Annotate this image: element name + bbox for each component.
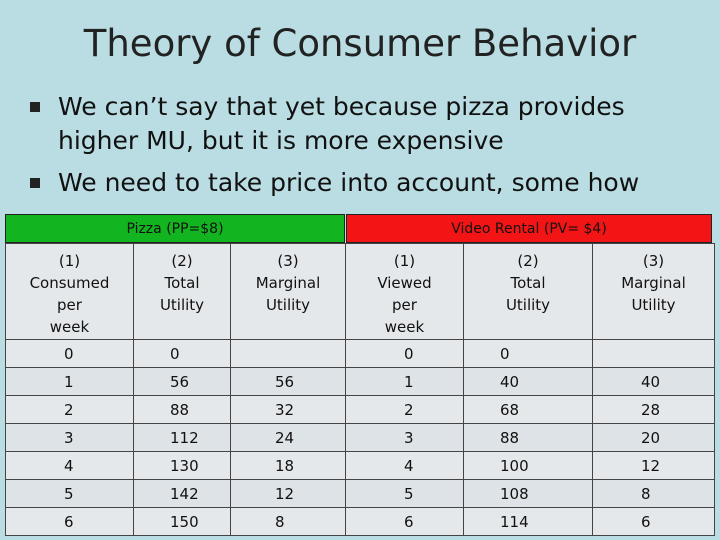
table-cell: 0 (133, 339, 231, 368)
table-cell (592, 339, 715, 368)
table-cell: 6 (345, 507, 464, 536)
table-cell: 0 (5, 339, 134, 368)
table-cell: 8 (592, 479, 715, 508)
square-bullet-icon (30, 178, 40, 188)
table-cell: 40 (463, 367, 593, 396)
table-row: 5 142 12 5 108 8 (5, 479, 715, 508)
table-cell: 6 (5, 507, 134, 536)
table-cell: 1 (5, 367, 134, 396)
table-cell: 88 (463, 423, 593, 452)
table-cell: 4 (5, 451, 134, 480)
column-header-row: (1) Consumed per week (2) Total Utility (3) Ma… (5, 243, 715, 340)
table-cell: 108 (463, 479, 593, 508)
table-cell: 6 (592, 507, 715, 536)
table-cell: 88 (133, 395, 231, 424)
table-cell: 3 (345, 423, 464, 452)
table-row: 3 112 24 3 88 20 (5, 423, 715, 452)
table-cell: 56 (133, 367, 231, 396)
col-header-video-total-utility: (2) Total Utility (463, 243, 593, 340)
col-header-pizza-total-utility: (2) Total Utility (133, 243, 231, 340)
table-cell: 18 (230, 451, 346, 480)
table-cell: 150 (133, 507, 231, 536)
bullet-item: We can’t say that yet because pizza prov… (30, 90, 690, 158)
pizza-group-header: Pizza (PP=$8) (5, 214, 345, 243)
bullet-item: We need to take price into account, some… (30, 166, 690, 200)
slide-title: Theory of Consumer Behavior (83, 22, 637, 65)
col-header-video-marginal-utility: (3) Marginal Utility (592, 243, 715, 340)
square-bullet-icon (30, 102, 40, 112)
table-cell: 2 (5, 395, 134, 424)
table-cell: 8 (230, 507, 346, 536)
table-cell: 28 (592, 395, 715, 424)
table-cell: 12 (592, 451, 715, 480)
table-cell: 5 (5, 479, 134, 508)
col-header-pizza-marginal-utility: (3) Marginal Utility (230, 243, 346, 340)
bullet-text: We need to take price into account, some… (58, 168, 640, 197)
table-cell: 130 (133, 451, 231, 480)
table-cell: 68 (463, 395, 593, 424)
table-cell: 20 (592, 423, 715, 452)
table-cell: 32 (230, 395, 346, 424)
table-cell: 100 (463, 451, 593, 480)
table-row: 2 88 32 2 68 28 (5, 395, 715, 424)
table-body: 0 0 0 0 1 56 56 1 40 40 2 88 32 2 68 28 3 112 24 3 88 20 4 130 1… (5, 339, 715, 536)
table-cell (230, 339, 346, 368)
col-header-viewed: (1) Viewed per week (345, 243, 464, 340)
bullet-list: We can’t say that yet because pizza prov… (30, 90, 690, 208)
table-cell: 3 (5, 423, 134, 452)
table-cell: 0 (463, 339, 593, 368)
table-row: 1 56 56 1 40 40 (5, 367, 715, 396)
table-cell: 142 (133, 479, 231, 508)
table-cell: 2 (345, 395, 464, 424)
table-cell: 24 (230, 423, 346, 452)
table-cell: 4 (345, 451, 464, 480)
table-cell: 114 (463, 507, 593, 536)
table-cell: 0 (345, 339, 464, 368)
bullet-text: We can’t say that yet because pizza prov… (58, 92, 625, 155)
table-row: 6 150 8 6 114 6 (5, 507, 715, 536)
table-cell: 56 (230, 367, 346, 396)
table-cell: 112 (133, 423, 231, 452)
table-cell: 40 (592, 367, 715, 396)
table-cell: 5 (345, 479, 464, 508)
utility-table: (1) Consumed per week (2) Total Utility (3) Ma… (5, 243, 715, 536)
col-header-consumed: (1) Consumed per week (5, 243, 134, 340)
video-rental-group-header: Video Rental (PV= $4) (346, 214, 712, 243)
table-cell: 1 (345, 367, 464, 396)
table-row: 4 130 18 4 100 12 (5, 451, 715, 480)
table-cell: 12 (230, 479, 346, 508)
